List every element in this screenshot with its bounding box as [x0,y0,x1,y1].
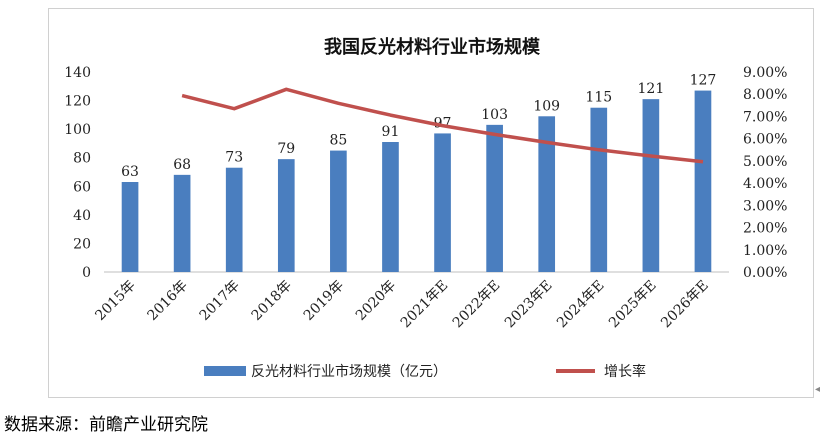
bar [434,133,451,272]
y-left-tick-label: 0 [82,265,91,281]
y-right-tick-label: 8.00% [743,87,787,103]
bar [173,174,191,272]
bar-value-label: 63 [121,164,139,180]
bar-value-label: 91 [382,124,400,140]
bar [330,150,347,272]
y-left-tick-label: 80 [73,151,91,167]
bar-value-label: 115 [585,90,612,106]
x-tick-label: 2022年E [450,278,504,332]
legend: 反光材料行业市场规模（亿元） 增长率 [204,363,646,380]
y-right-tick-label: 2.00% [743,221,787,237]
y-right-tick-label: 3.00% [743,198,787,214]
y-left-tick-label: 100 [64,122,91,138]
bar [277,159,295,272]
y-right-tick-label: 9.00% [743,65,787,81]
bar [121,182,139,272]
legend-label-bar: 反光材料行业市场规模（亿元） [251,363,447,380]
x-tick-label: 2024年E [554,278,608,332]
x-tick-label: 2023年E [502,278,556,332]
bar-value-label: 109 [533,98,560,114]
y-right-tick-label: 4.00% [743,176,787,192]
x-tick-label: 2021年E [398,278,452,332]
x-tick-label: 2015年 [92,278,138,324]
bar-value-label: 85 [329,133,347,149]
legend-swatch-bar [204,366,246,376]
bar [642,99,660,273]
x-tick-label: 2017年 [197,278,243,324]
bar [382,142,399,272]
y-right-tick-label: 5.00% [743,154,787,170]
chart-svg: 我国反光材料行业市场规模 0 20 40 60 80 100 120 140 0.00% 1.00… [64,36,787,380]
y-right-tick-label: 7.00% [743,109,787,125]
bar [538,116,556,273]
bar-value-label: 79 [277,141,295,157]
bar [590,107,608,272]
y-right-tick-label: 0.00% [743,265,787,281]
x-tick-label: 2019年 [301,278,347,324]
y-left-tick-label: 120 [64,94,91,110]
y-left-tick-label: 20 [73,236,91,252]
x-tick-label: 2025年E [606,278,660,332]
x-tick-label: 2016年 [145,278,191,324]
source-note: 数据来源：前瞻产业研究院 [4,415,208,435]
x-tick-label: 2018年 [249,278,295,324]
plot-area: 0 20 40 60 80 100 120 140 0.00% 1.00% 2.00% 3.00% 4.… [64,65,787,331]
bar-value-label: 73 [225,150,243,166]
bar [694,90,712,272]
y-right-tick-label: 6.00% [743,132,787,148]
x-tick-label: 2026年E [658,278,712,332]
y-left-tick-label: 140 [64,65,91,81]
scroll-corner-icon: ◂ [815,384,821,395]
y-left-tick-label: 40 [73,208,91,224]
chart-frame: 我国反光材料行业市场规模 0 20 40 60 80 100 120 140 0.00% 1.00… [48,8,814,398]
growth-rate-line [181,87,704,164]
bar-value-label: 103 [481,107,508,123]
y-left-tick-label: 60 [73,179,91,195]
bar-value-label: 121 [638,81,665,97]
chart-title: 我国反光材料行业市场规模 [324,36,541,58]
x-tick-label: 2020年 [353,278,399,324]
bar [486,124,503,272]
bar-value-label: 68 [173,157,191,173]
legend-label-line: 增长率 [604,363,646,380]
y-right-tick-label: 1.00% [743,243,787,259]
bar [225,167,243,272]
bar-value-label: 127 [690,73,717,89]
